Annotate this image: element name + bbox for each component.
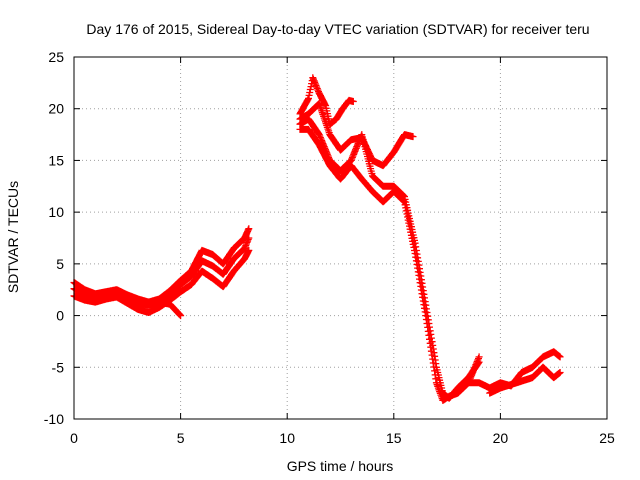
plot-frame: [73, 56, 608, 420]
data-point-markers: [486, 363, 564, 397]
data-series: [70, 225, 253, 306]
grid-lines: [74, 57, 607, 419]
y-tick-label: -10: [44, 411, 64, 427]
y-tick-label: 5: [56, 256, 64, 272]
y-tick-label: -5: [52, 359, 65, 375]
y-axis-label: SDTVAR / TECUs: [5, 181, 21, 293]
y-tick-label: 0: [56, 308, 64, 324]
data-point-markers: [155, 298, 185, 320]
axis-ticks: 0 5 10 15 20 25 -10 -5 0 5 10 15 20 25: [44, 49, 615, 446]
y-tick-label: 25: [48, 49, 64, 65]
x-tick-label: 0: [70, 430, 78, 446]
data-series: [70, 234, 253, 309]
x-tick-label: 25: [599, 430, 615, 446]
data-point-markers: [70, 225, 253, 306]
data-point-markers: [296, 74, 357, 128]
x-tick-label: 15: [386, 430, 402, 446]
x-tick-label: 20: [493, 430, 509, 446]
x-tick-label: 5: [177, 430, 185, 446]
x-axis-label: GPS time / hours: [287, 458, 394, 474]
data-point-markers: [70, 234, 253, 309]
y-tick-label: 20: [48, 101, 64, 117]
x-tick-label: 10: [279, 430, 295, 446]
data-points: [70, 74, 564, 404]
data-series: [296, 125, 483, 404]
data-series: [486, 363, 564, 397]
data-series: [155, 298, 185, 320]
y-tick-label: 10: [48, 204, 64, 220]
data-series: [296, 74, 357, 128]
data-point-markers: [296, 125, 483, 404]
chart-title: Day 176 of 2015, Sidereal Day-to-day VTE…: [86, 21, 589, 37]
y-tick-label: 15: [48, 152, 64, 168]
